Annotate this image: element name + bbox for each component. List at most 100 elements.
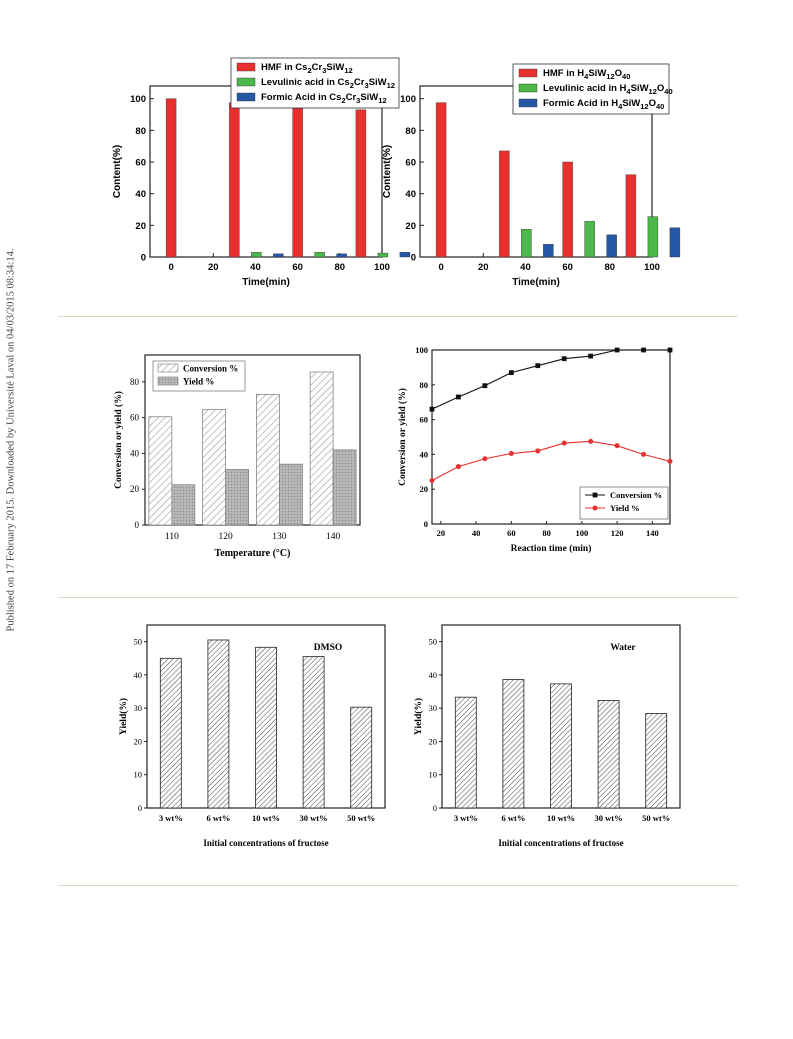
y-tick-label: 100 [400,94,416,105]
data-point [667,458,673,464]
legend-label: Yield % [183,377,214,387]
legend-text-part: Levulinic acid in H [543,83,627,94]
legend-text-part: 4 [626,87,631,96]
bar [377,252,389,258]
plot-frame [149,85,383,258]
series-line [431,440,671,481]
legend-text-part: 2 [341,96,345,105]
legend-label: HMF in Cs2Cr3SiW12 [261,62,353,75]
legend-text-part: 12 [649,87,657,96]
x-tick-label: 100 [374,262,390,273]
figure-divider-3 [58,885,738,886]
legend-text-part: 2 [350,81,354,90]
x-tick-label: 3 wt% [454,813,478,823]
y-tick-label: 60 [135,158,146,169]
y-tick-label: 40 [405,189,416,200]
bar [255,646,277,809]
bar-yield [171,484,196,526]
x-axis-label: Initial concentrations of fructose [203,838,328,848]
bar [584,221,595,258]
bar [669,227,681,258]
data-point [667,347,673,353]
x-tick-label: 0 [168,262,173,273]
y-tick-label: 0 [138,803,142,813]
x-axis-label: Reaction time (min) [511,543,592,554]
bar-yield [279,463,303,526]
bar [251,252,262,258]
x-axis-label: Time(min) [512,277,560,288]
data-point [588,353,594,359]
data-point [535,448,541,454]
water-fructose-yield-chart: 0 10 20 30 40 50 3 wt% 6 wt% 10 wt% 30 wt% 50 wt% W… [413,624,681,848]
x-tick-label: 140 [326,532,341,542]
legend-text-part: SiW [588,68,606,79]
legend-text-part: 2 [307,66,311,75]
x-tick-label: 120 [219,532,234,542]
legend-text-part: HMF in H [543,68,584,79]
legend-text-part: 3 [364,81,368,90]
y-tick-label: 80 [405,126,416,137]
legend-text-part: 40 [656,102,664,111]
legend-swatch [518,68,538,78]
y-tick-label: 0 [141,253,146,264]
y-tick-label: 100 [415,345,428,355]
bar-yield [332,449,357,526]
x-tick-label: 60 [562,262,573,273]
legend-text-part: 40 [622,72,630,81]
bar-yield [225,469,249,526]
bar [597,700,620,809]
legend-label: Levulinic acid in Cs2Cr3SiW12 [261,77,395,90]
y-tick-label: 100 [130,94,146,105]
hmf-h4siw12o40-content-chart: 0 20 40 60 80 100 0 20 40 60 80 100 Time(min) Content… [382,63,681,288]
x-tick-label: 3 wt% [159,813,183,823]
bar [625,174,637,258]
y-tick-label: 20 [420,484,429,494]
legend-text-part: 12 [344,66,352,75]
legend-text-part: 12 [606,72,614,81]
legend-text-part: Formic Acid in Cs [261,92,341,103]
legend-swatch [518,83,538,93]
series-line [431,349,670,410]
data-point [641,451,647,457]
x-tick-label: 20 [478,262,489,273]
y-tick-label: 30 [134,703,143,713]
x-tick-label: 120 [611,528,624,538]
x-tick-label: 100 [644,262,660,273]
y-tick-label: 60 [420,415,429,425]
y-axis-label: Yield(%) [118,698,129,735]
bar [562,161,573,258]
legend-text-part: Cr [312,62,323,73]
bar [159,657,182,809]
legend-marker [592,492,598,498]
y-tick-label: 80 [135,126,146,137]
bar [521,229,532,258]
y-tick-label: 50 [429,637,438,647]
bar [645,713,668,809]
legend-text-part: Cr [354,77,365,88]
legend-box [230,57,400,109]
bar-conversion [309,371,334,526]
y-axis-label: Conversion or yield (%) [397,388,408,486]
legend-box [512,63,670,115]
y-tick-label: 60 [130,413,140,423]
x-tick-label: 80 [335,262,346,273]
legend-swatch-conversion [157,363,179,373]
y-tick-label: 20 [135,221,146,232]
x-axis-label: Time(min) [242,277,290,288]
hmf-cs2cr3siw12-content-chart: 0 20 40 60 80 100 0 20 40 60 80 100 Time(min) Content… [112,57,411,288]
legend-text-part: 12 [640,102,648,111]
bar [499,150,510,258]
x-tick-label: 10 wt% [252,813,280,823]
y-tick-label: 20 [405,221,416,232]
y-tick-label: 30 [429,703,438,713]
x-tick-label: 80 [605,262,616,273]
y-tick-label: 40 [420,449,429,459]
publication-note-text: Published on 17 February 2015. Downloade… [5,248,17,632]
legend-text-part: SiW [326,62,344,73]
legend-text-part: Cr [346,92,357,103]
x-tick-label: 110 [165,532,179,542]
bar [273,253,284,258]
bar [314,252,325,258]
bar [647,216,659,258]
data-point [561,440,567,446]
